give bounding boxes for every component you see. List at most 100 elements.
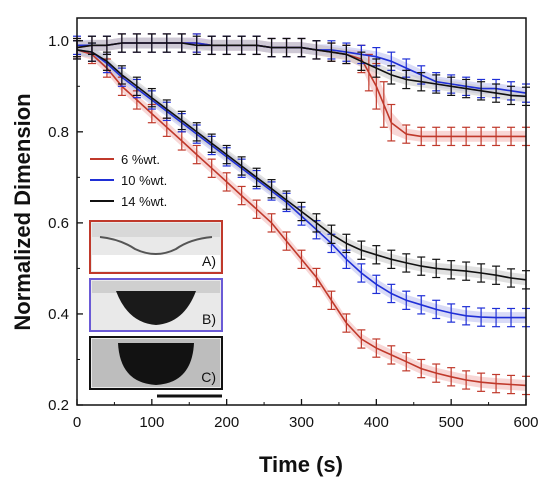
error-bar-2-1-4: [132, 76, 141, 97]
error-bar-0-0-24: [402, 124, 411, 144]
error-bar-2-0-24: [432, 74, 441, 94]
legend-label-1: 10 %wt.: [121, 173, 167, 188]
y-tick-label: 0.4: [48, 306, 69, 323]
inset-substrate: [92, 281, 220, 293]
y-axis: 0.2 0.4 0.6 0.8 1.0: [48, 33, 83, 414]
error-bar-0-1-17: [327, 290, 336, 310]
y-axis-title: Normalized Dimension: [10, 93, 35, 330]
error-bar-2-1-24: [432, 258, 441, 279]
error-bar-0-0-22: [379, 81, 388, 128]
error-bar-2-0-15: [297, 37, 306, 58]
error-bar-0-1-15: [297, 249, 306, 270]
legend: 6 %wt. 10 %wt. 14 %wt.: [90, 152, 167, 209]
error-bar-2-0-11: [237, 35, 246, 56]
error-bar-2-0-10: [222, 35, 231, 56]
error-bar-0-1-28: [492, 373, 501, 394]
error-bar-2-1-25: [447, 260, 456, 280]
error-bar-2-0-12: [252, 35, 261, 56]
error-bar-0-0-23: [387, 103, 396, 142]
inset-background: [92, 255, 220, 271]
error-bar-2-1-5: [147, 87, 156, 108]
series-layer: [73, 33, 530, 396]
y-tick-label: 1.0: [48, 33, 69, 50]
error-bar-2-1-8: [192, 122, 201, 142]
legend-label-0: 6 %wt.: [121, 152, 160, 167]
x-axis-title: Time (s): [259, 452, 343, 477]
error-bar-0-1-27: [477, 372, 486, 392]
error-bar-2-0-25: [447, 76, 456, 97]
error-bar-0-1-16: [312, 267, 321, 288]
error-bar-2-1-15: [297, 201, 306, 222]
error-bar-0-1-22: [402, 352, 411, 372]
inset-image-0: A): [89, 220, 223, 274]
error-bar-2-0-27: [477, 81, 486, 101]
error-bar-1-1-24: [432, 299, 441, 320]
error-bar-2-1-26: [462, 261, 471, 281]
inset-label-0: A): [202, 253, 216, 269]
x-tick-label: 300: [289, 414, 314, 431]
error-bar-2-0-8: [192, 35, 201, 56]
legend-label-2: 14 %wt.: [121, 194, 167, 209]
error-bar-1-1-27: [477, 307, 486, 327]
error-bar-2-0-9: [207, 35, 216, 56]
error-bar-1-1-22: [402, 290, 411, 310]
error-bar-1-1-20: [372, 274, 381, 295]
x-tick-label: 500: [439, 414, 464, 431]
error-bar-0-0-25: [417, 126, 426, 147]
error-bar-2-1-11: [237, 156, 246, 176]
insets: A) B) C): [89, 220, 223, 390]
error-bar-2-1-14: [282, 190, 291, 210]
error-bar-2-0-28: [492, 83, 501, 103]
error-bar-2-1-2: [102, 51, 111, 71]
error-bar-2-1-27: [477, 263, 486, 283]
error-bar-2-0-13: [267, 37, 276, 58]
error-bar-0-0-31: [507, 126, 516, 147]
error-bar-2-0-29: [507, 85, 516, 106]
error-bar-2-1-6: [162, 99, 171, 119]
error-bar-2-0-3: [117, 33, 126, 53]
error-bar-2-1-12: [252, 167, 261, 188]
error-bar-2-1-9: [207, 133, 216, 153]
error-bar-1-1-29: [507, 307, 516, 328]
inset-droplet: [118, 343, 194, 385]
error-bar-2-1-7: [177, 110, 186, 131]
error-bar-1-1-23: [417, 295, 426, 315]
error-bar-0-1-29: [507, 374, 516, 395]
error-bar-0-1-18: [342, 313, 351, 333]
error-bar-0-0-29: [477, 126, 486, 147]
error-bar-2-0-14: [282, 37, 291, 58]
error-bar-2-0-23: [417, 72, 426, 92]
x-tick-label: 0: [73, 414, 81, 431]
error-bar-2-1-22: [402, 253, 411, 273]
error-bar-0-1-20: [372, 338, 381, 358]
error-bar-0-0-28: [462, 126, 471, 147]
error-bar-0-1-19: [357, 329, 366, 349]
error-bar-0-1-24: [432, 363, 441, 383]
error-bar-2-1-20: [372, 245, 381, 265]
inset-image-1: B): [89, 278, 223, 332]
error-bar-0-1-14: [282, 231, 291, 251]
error-bar-0-1-23: [417, 358, 426, 379]
error-bar-0-1-8: [192, 144, 201, 165]
error-bar-2-1-28: [492, 265, 501, 285]
error-bar-0-0-30: [492, 126, 501, 147]
error-bar-1-1-19: [357, 263, 366, 283]
error-bar-0-1-25: [447, 367, 456, 387]
error-bar-0-1-9: [207, 158, 216, 178]
error-bar-2-1-19: [357, 240, 366, 260]
error-bar-2-1-23: [417, 256, 426, 276]
inset-label-1: B): [202, 311, 216, 327]
inset-label-2: C): [201, 369, 216, 385]
error-bar-2-0-17: [327, 42, 336, 62]
x-tick-label: 600: [513, 414, 538, 431]
error-bar-2-0-26: [462, 78, 471, 99]
error-bar-2-0-20: [372, 58, 381, 78]
error-bar-0-1-12: [252, 199, 261, 219]
error-bar-2-0-6: [162, 33, 171, 53]
band-2-0: [77, 37, 526, 102]
error-bar-0-0-27: [447, 126, 456, 147]
error-bar-2-0-19: [357, 51, 366, 71]
error-bar-0-1-21: [387, 345, 396, 365]
